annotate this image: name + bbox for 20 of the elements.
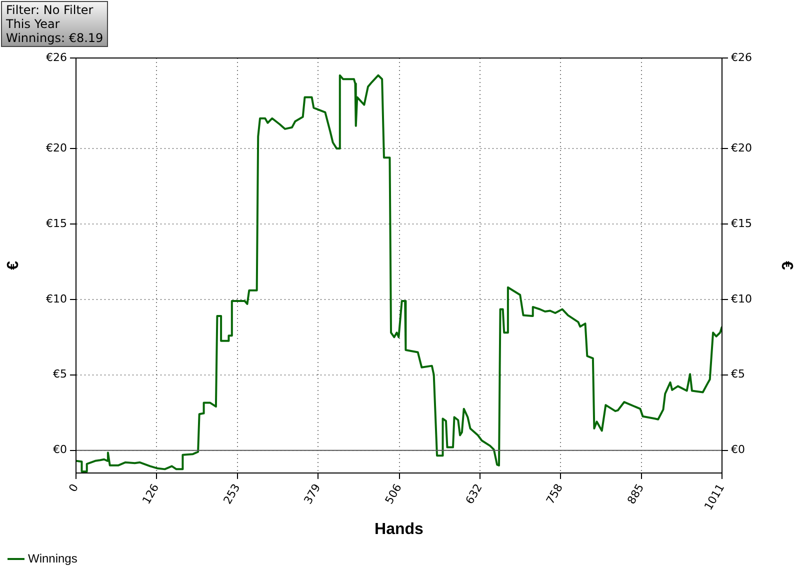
y-tick-label: €10 [46,292,67,306]
legend-label: Winnings [28,551,78,566]
text: This Year [6,17,61,31]
y-tick-label: €20 [46,141,67,154]
y-axis-title: € [5,260,22,270]
y2-tick-label: €5 [731,368,745,381]
y2-tick-label: €0 [731,443,745,456]
y2-axis-title: € [778,261,795,270]
text: Winnings: €8.19 [6,31,104,45]
x-axis-title: Hands [374,520,424,538]
x-tick-label: 0 [66,482,82,494]
y-tick-label: €26 [46,50,67,64]
y2-tick-label: €20 [731,141,752,154]
y-tick-label: €15 [46,216,67,230]
y-tick-label: €0 [53,443,67,456]
y2-tick-label: €15 [731,216,752,230]
y2-tick-label: €26 [731,50,752,64]
y-tick-label: €5 [53,368,67,381]
y2-tick-label: €10 [731,292,752,306]
text: Filter: No Filter [6,3,94,17]
